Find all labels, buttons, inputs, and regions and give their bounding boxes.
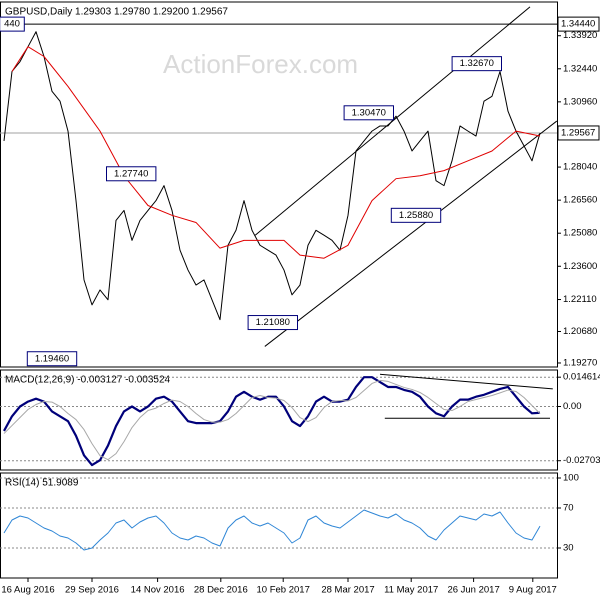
series-line xyxy=(3,376,541,467)
annotation-label: 440 xyxy=(4,19,20,30)
series-line xyxy=(3,509,541,551)
x-tick-label: 29 Sep 2016 xyxy=(65,585,119,596)
y-tick-label: 70 xyxy=(563,503,574,514)
y-tick-label: 1.25080 xyxy=(563,228,597,239)
y-tick-label: 1.28040 xyxy=(563,162,597,173)
x-tick-label: 28 Mar 2017 xyxy=(321,585,374,596)
y-tick-label: 1.33920 xyxy=(563,30,597,41)
y-tick-label: 1.20680 xyxy=(563,326,597,337)
x-tick-label: 26 Jun 2017 xyxy=(447,585,499,596)
trend-line xyxy=(379,373,553,390)
watermark: ActionForex.com xyxy=(163,49,358,79)
annotation-label: 1.19460 xyxy=(35,353,69,364)
y-tick-label: 100 xyxy=(563,473,579,484)
pane-frame xyxy=(0,369,558,471)
pane-title: GBPUSD,Daily 1.29303 1.29780 1.29200 1.2… xyxy=(5,7,228,18)
pane-title: MACD(12,26,9) -0.003127 -0.003524 xyxy=(5,375,171,386)
annotation-box xyxy=(0,16,25,32)
level-box xyxy=(557,16,600,32)
annotation-box xyxy=(106,166,157,182)
y-tick-label: 1.26560 xyxy=(563,195,597,206)
annotation-label: 1.21080 xyxy=(256,317,290,328)
annotation-label: 1.32670 xyxy=(460,58,494,69)
annotation-label: 1.25880 xyxy=(399,210,433,221)
y-tick-label: 30 xyxy=(563,543,574,554)
pane-frame xyxy=(0,1,558,368)
level-box xyxy=(557,125,600,141)
y-tick-label: 1.22110 xyxy=(563,294,597,305)
series-line xyxy=(11,46,541,259)
x-tick-label: 14 Nov 2016 xyxy=(131,585,185,596)
x-tick-label: 28 Dec 2016 xyxy=(194,585,248,596)
series-line xyxy=(3,31,541,321)
pane-frame xyxy=(0,472,558,579)
annotation-box xyxy=(26,351,78,367)
x-tick-label: 9 Aug 2017 xyxy=(509,585,557,596)
level-label: 1.29567 xyxy=(561,127,595,138)
y-tick-label: 1.23600 xyxy=(563,261,597,272)
y-tick-label: 0.00 xyxy=(563,401,582,412)
annotation-box xyxy=(343,105,395,121)
x-tick-label: 16 Aug 2016 xyxy=(1,585,54,596)
y-tick-label: 1.32440 xyxy=(563,63,597,74)
y-tick-label: 1.30960 xyxy=(563,96,597,107)
trend-line xyxy=(264,120,558,347)
annotation-box xyxy=(247,315,299,331)
level-label: 1.34440 xyxy=(561,19,595,30)
y-tick-label: 1.19270 xyxy=(563,357,597,368)
y-tick-label: -0.027031 xyxy=(563,455,600,466)
annotation-box xyxy=(451,56,503,72)
pane-title: RSI(14) 51.9089 xyxy=(5,478,79,489)
series-line xyxy=(3,379,541,461)
annotation-label: 1.30470 xyxy=(352,107,386,118)
annotation-label: 1.27740 xyxy=(114,168,148,179)
y-tick-label: 0.014614 xyxy=(563,372,600,383)
x-tick-label: 10 Feb 2017 xyxy=(257,585,310,596)
x-tick-label: 11 May 2017 xyxy=(384,585,438,596)
annotation-box xyxy=(390,207,442,223)
